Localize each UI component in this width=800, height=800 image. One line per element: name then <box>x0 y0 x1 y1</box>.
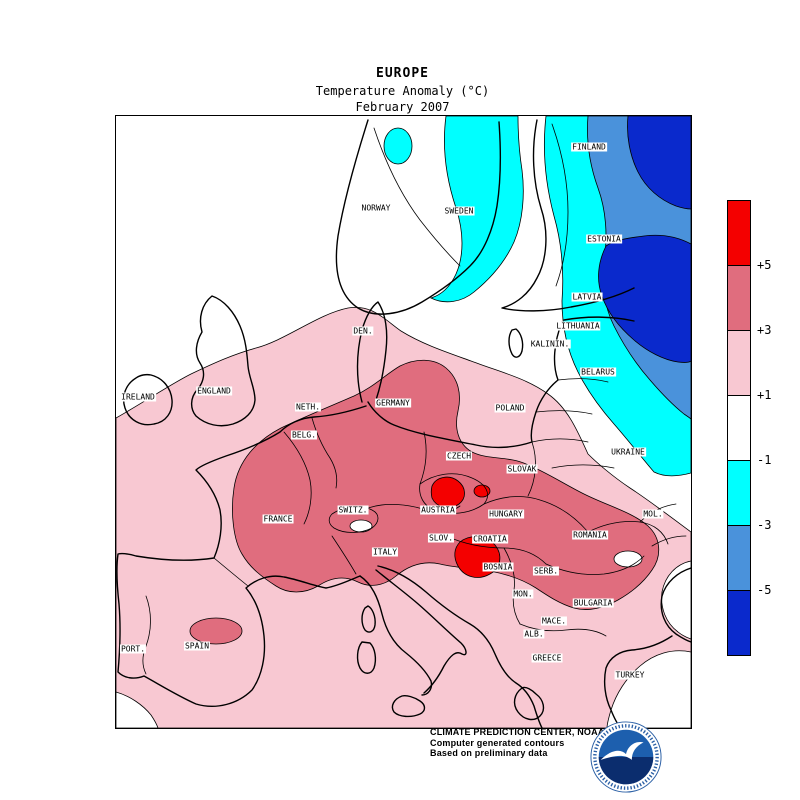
map-label-poland: POLAND <box>494 403 526 413</box>
map-label-bosnia: BOSNIA <box>482 562 514 572</box>
map-label-serb: SERB. <box>532 566 560 576</box>
map-date: February 2007 <box>355 100 450 114</box>
map-label-italy: ITALY <box>371 547 399 557</box>
map-label-estonia: ESTONIA <box>586 234 622 244</box>
map-label-switz: SWITZ. <box>337 505 369 515</box>
map-label-norway: NORWAY <box>360 203 392 213</box>
colorbar-tick--5: -5 <box>757 583 772 597</box>
map-label-austria: AUSTRIA <box>420 505 456 515</box>
colorbar-tick-+1: +1 <box>757 388 772 402</box>
colorbar-segment <box>728 331 750 396</box>
colorbar <box>727 200 751 656</box>
footer-line-3: Based on preliminary data <box>430 748 548 758</box>
map-label-layer: NORWAY SWEDEN FINLAND ESTONIA LATVIA LITHUANI… <box>116 116 691 728</box>
map-label-mace: MACE. <box>540 616 568 626</box>
map-label-den: DEN. <box>352 326 374 336</box>
colorbar-tick-+5: +5 <box>757 258 772 272</box>
map-label-finland: FINLAND <box>571 142 607 152</box>
colorbar-segment <box>728 201 750 266</box>
contour-minus5-corner <box>627 116 691 210</box>
map-label-belarus: BELARUS <box>580 367 616 377</box>
map-label-port: PORT. <box>119 644 147 654</box>
colorbar-segment <box>728 266 750 331</box>
colorbar-tick-+3: +3 <box>757 323 772 337</box>
map-label-mon: MON. <box>512 589 534 599</box>
contour-plus5-austria <box>430 476 465 508</box>
map-label-croatia: CROATIA <box>472 534 508 544</box>
map-label-neth: NETH. <box>294 402 322 412</box>
footer-line-2: Computer generated contours <box>430 737 565 748</box>
map-label-mol: MOL. <box>642 509 664 519</box>
map-label-hungary: HUNGARY <box>488 509 524 519</box>
map-title: EUROPE <box>376 66 429 81</box>
colorbar-segment <box>728 591 750 655</box>
map-label-lithuania: LITHUANIA <box>555 321 601 331</box>
noaa-logo-icon <box>589 720 663 794</box>
map-label-belg: BELG. <box>290 430 318 440</box>
map-label-alb: ALB. <box>523 629 545 639</box>
map-label-ukraine: UKRAINE <box>610 447 646 457</box>
contour-white-blacksea <box>661 560 691 640</box>
map-label-greece: GREECE <box>531 653 563 663</box>
colorbar-tick--1: -1 <box>757 453 772 467</box>
map-label-kalinin: KALININ. <box>529 339 571 349</box>
contour-white-turkey <box>606 650 691 728</box>
europe-anomaly-map: NORWAY SWEDEN FINLAND ESTONIA LATVIA LITHUANI… <box>115 115 692 729</box>
footer-line-1: CLIMATE PREDICTION CENTER, NOAA <box>430 727 605 737</box>
title-block: EUROPE Temperature Anomaly (°C) February… <box>115 66 690 114</box>
map-label-sweden: SWEDEN <box>443 206 475 216</box>
map-label-turkey: TURKEY <box>614 670 646 680</box>
contour-minus1-norway <box>383 127 413 165</box>
contour-white-sw <box>116 691 159 728</box>
map-label-latvia: LATVIA <box>571 292 603 302</box>
map-label-france: FRANCE <box>262 514 294 524</box>
map-label-england: ENGLAND <box>196 386 232 396</box>
footer-credit: CLIMATE PREDICTION CENTER, NOAA Computer… <box>430 727 605 759</box>
map-label-bulgaria: BULGARIA <box>572 598 614 608</box>
map-label-romania: ROMANIA <box>572 530 608 540</box>
colorbar-segment <box>728 461 750 526</box>
map-label-ireland: IRELAND <box>120 392 156 402</box>
country-borders <box>142 123 687 675</box>
colorbar-segment <box>728 526 750 591</box>
map-label-slovak: SLOVAK <box>506 464 538 474</box>
contour-plus5-spot <box>473 484 491 498</box>
contour-plus3-spain <box>189 617 243 645</box>
map-label-czech: CZECH <box>445 451 473 461</box>
map-subtitle: Temperature Anomaly (°C) <box>315 84 490 98</box>
colorbar-segment <box>728 396 750 461</box>
map-label-germany: GERMANY <box>375 398 411 408</box>
colorbar-tick--3: -3 <box>757 518 772 532</box>
map-label-slov: SLOV. <box>427 533 455 543</box>
map-label-spain: SPAIN <box>183 641 211 651</box>
